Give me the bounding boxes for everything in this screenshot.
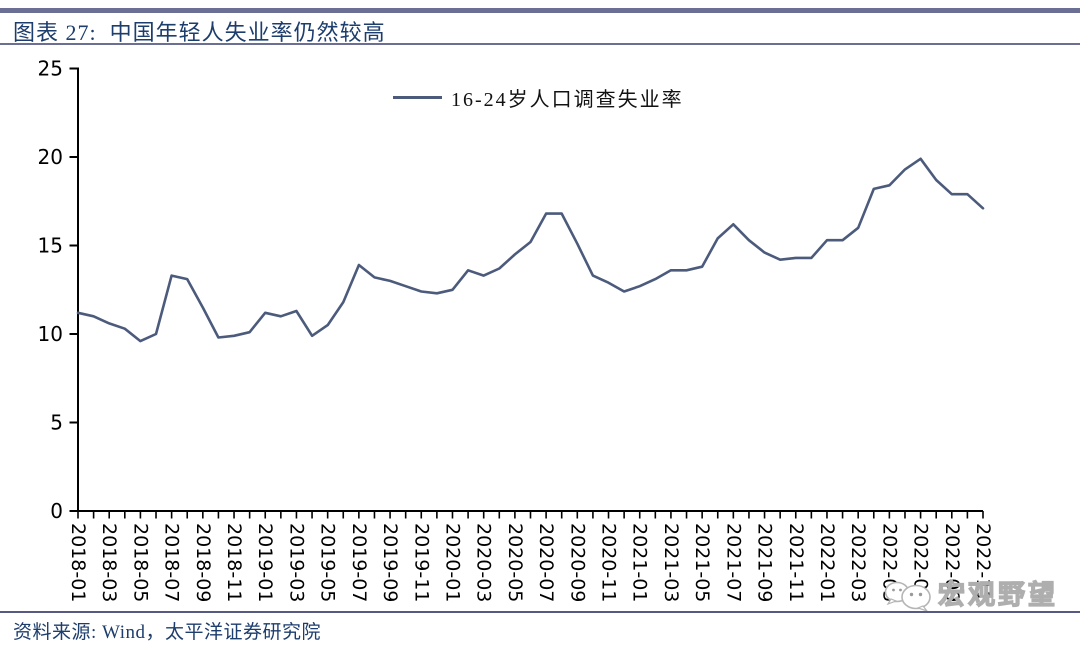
x-axis-tick-label: 2018-01: [67, 523, 89, 602]
x-axis-tick-label: 2021-11: [785, 523, 807, 602]
x-axis-tick-label: 2021-07: [722, 523, 744, 602]
x-axis-tick-label: 2018-09: [192, 523, 214, 602]
x-axis-tick-label: 2020-01: [442, 523, 464, 602]
series-line: [76, 157, 985, 343]
x-axis-tick-label: 2022-01: [816, 523, 838, 602]
x-axis-tick-label: 2019-07: [348, 523, 370, 602]
unemployment-line-chart: 0 5 10 15 20 25 2018-01 2018-03 2018-05 2018-07 20…: [38, 57, 994, 603]
x-axis-tick-label: 2022-07: [910, 523, 932, 602]
x-axis-tick-label: 2022-09: [941, 523, 963, 602]
x-axis-tick-label: 2018-05: [129, 523, 151, 602]
x-axis-tick-label: 2021-05: [691, 523, 713, 602]
y-axis-tick-label: 20: [38, 145, 63, 169]
y-axis-tick-label: 10: [38, 322, 63, 346]
y-axis-tick-label: 15: [38, 234, 63, 258]
y-axis-tick-label: 5: [50, 411, 63, 435]
title-underline: [0, 43, 1080, 45]
watermark: 宏观野望: [884, 580, 1058, 612]
x-axis-tick-label: 2020-05: [504, 523, 526, 602]
x-axis-tick-label: 2019-01: [254, 523, 276, 602]
x-axis-tick-label: 2022-03: [847, 523, 869, 602]
legend-series-label: 16-24岁人口调查失业率: [451, 89, 684, 111]
x-axis-tick-label: 2018-07: [161, 523, 183, 602]
x-axis-tick-label: 2021-03: [660, 523, 682, 602]
legend-line-swatch: [393, 96, 442, 99]
wechat-icon: [884, 581, 931, 612]
y-axis-tick-label: 25: [38, 57, 63, 81]
x-axis-tick-label: 2020-07: [535, 523, 557, 602]
x-axis-tick-label: 2019-09: [379, 523, 401, 602]
chart-legend: 16-24岁人口调查失业率: [393, 83, 684, 112]
x-axis-tick-label: 2020-09: [566, 523, 588, 602]
x-axis-tick-label: 2019-11: [410, 523, 432, 602]
watermark-text: 宏观野望: [937, 580, 1058, 611]
x-axis-tick-label: 2018-11: [223, 523, 245, 602]
x-axis-tick-label: 2021-01: [629, 523, 651, 602]
source-attribution: 资料来源: Wind，太平洋证券研究院: [13, 622, 321, 643]
y-axis-tick-label: 0: [50, 499, 63, 523]
x-axis-tick-label: 2020-11: [598, 523, 620, 602]
x-axis-tick-label: 2021-09: [754, 523, 776, 602]
x-axis-tick-label: 2019-03: [285, 523, 307, 602]
x-axis-tick-label: 2019-05: [317, 523, 339, 602]
x-axis-tick-label: 2022-11: [972, 523, 994, 602]
figure-title: 图表 27: 中国年轻人失业率仍然较高: [13, 20, 386, 45]
x-axis-tick-label: 2018-03: [98, 523, 120, 602]
x-axis-tick-label: 2020-03: [473, 523, 495, 602]
footer-divider: [0, 611, 1080, 613]
top-accent-bar: [0, 8, 1080, 13]
